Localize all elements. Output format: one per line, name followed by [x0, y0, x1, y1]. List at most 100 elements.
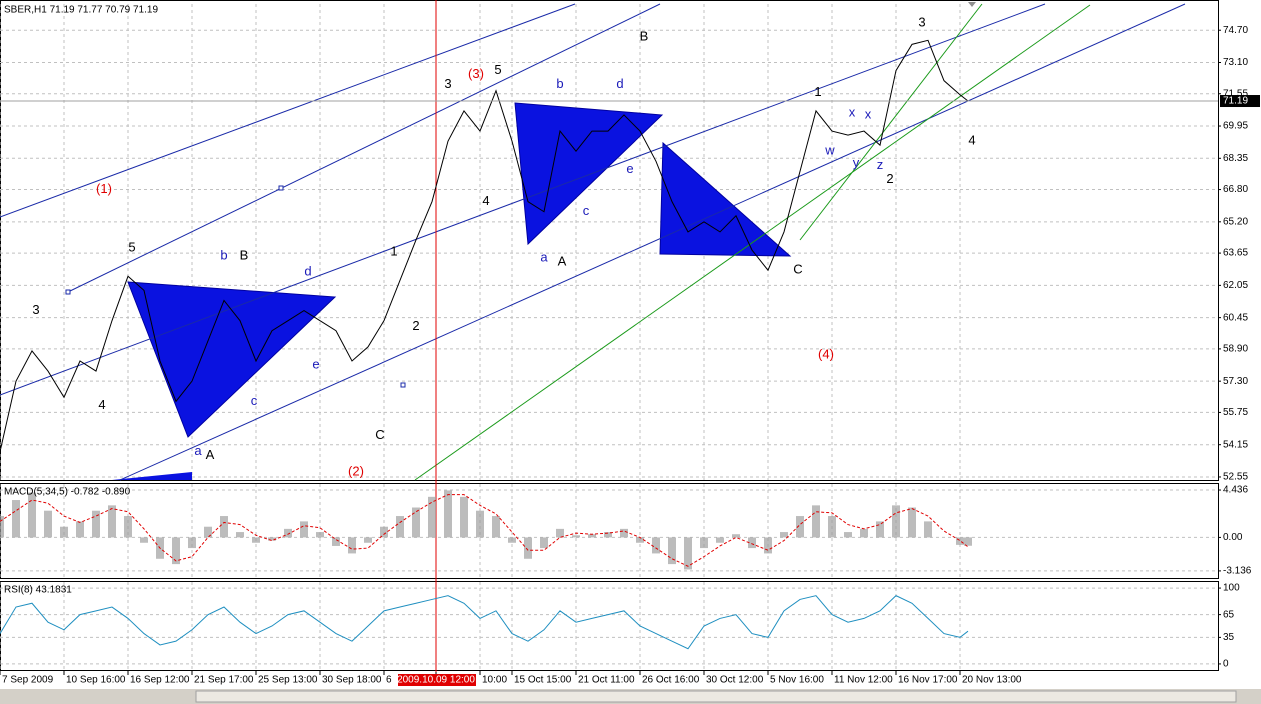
macd-bar [716, 537, 724, 543]
macd-title: MACD(5,34,5) -0.782 -0.890 [4, 487, 131, 498]
macd-signal [0, 494, 969, 567]
y-tick-label: 0.00 [1223, 532, 1243, 543]
x-tick-label: 21 Oct 11:00 [578, 675, 635, 686]
macd-bar [76, 521, 84, 538]
x-tick-label: 10 Sep 16:00 [66, 675, 126, 686]
wave-label: z [877, 157, 884, 172]
macd-bar [124, 516, 132, 538]
x-tick-label: 2009.10.09 12:00 [397, 675, 475, 686]
macd-bar [860, 528, 868, 538]
anchor-point[interactable] [65, 289, 71, 295]
channel-line-green [799, 3, 983, 241]
wave-label: 3 [918, 15, 925, 30]
macd-bar [188, 537, 196, 549]
macd-bar [364, 537, 372, 543]
macd-bar [540, 537, 548, 549]
macd-bar [316, 532, 324, 538]
wave-label: C [375, 427, 384, 442]
macd-bar [172, 537, 180, 565]
wave-label: x [849, 104, 856, 119]
wave-label: c [583, 203, 590, 218]
macd-bar [460, 496, 468, 538]
chart-title: SBER,H1 71.19 71.77 70.79 71.19 [4, 5, 158, 16]
anchor-point[interactable] [400, 382, 406, 388]
y-tick-label: 66.80 [1223, 184, 1248, 195]
x-tick-label: 16 Nov 17:00 [898, 675, 958, 686]
wave-label: 1 [390, 244, 397, 259]
macd-bar [764, 537, 772, 554]
scroll-thumb[interactable] [195, 690, 1237, 703]
y-tick-label: 52.55 [1223, 472, 1248, 483]
wave-label: d [616, 76, 623, 91]
wave-label: a [540, 250, 548, 265]
macd-bar [268, 537, 276, 541]
y-tick-label: 63.65 [1223, 248, 1248, 259]
macd-bar [380, 526, 388, 538]
wave-label: 2 [886, 171, 893, 186]
macd-bar [60, 526, 68, 538]
wave-label: 4 [98, 397, 105, 412]
y-tick-label: 4.436 [1223, 485, 1248, 496]
macd-bar [556, 528, 564, 538]
y-tick-label: 35 [1223, 632, 1235, 643]
macd-bar [412, 507, 420, 538]
x-tick-label: 16 Sep 12:00 [130, 675, 190, 686]
y-tick-label: 71.55 [1223, 88, 1248, 99]
y-tick-label: 62.05 [1223, 280, 1248, 291]
wave-label: d [304, 264, 311, 279]
wave-label: B [640, 29, 649, 44]
macd-bar [844, 532, 852, 538]
macd-bar [588, 534, 596, 538]
channel-line [0, 3, 576, 218]
macd-bar [44, 510, 52, 538]
anchor-point[interactable] [278, 185, 284, 191]
wave-label: (1) [96, 181, 112, 196]
wave-label: (2) [348, 463, 364, 478]
wave-label: 1 [814, 84, 821, 99]
y-tick-label: 60.45 [1223, 312, 1248, 323]
macd-bar [140, 537, 148, 543]
wave-label: b [556, 76, 563, 91]
wave-label: 4 [968, 133, 975, 148]
y-tick-label: 73.10 [1223, 57, 1248, 68]
macd-bar [476, 510, 484, 538]
wave-label: C [793, 262, 802, 277]
shift-marker[interactable] [968, 2, 976, 7]
macd-bar [508, 537, 516, 543]
macd-bar [908, 507, 916, 538]
x-tick-label: 20 Nov 13:00 [962, 675, 1022, 686]
y-tick-label: 54.15 [1223, 439, 1248, 450]
wave-label: x [865, 106, 872, 121]
macd-bar [604, 532, 612, 538]
wave-label: e [626, 161, 633, 176]
x-tick-label: 21 Sep 17:00 [194, 675, 254, 686]
macd-bar [0, 516, 4, 538]
y-tick-label: 68.35 [1223, 153, 1248, 164]
macd-bar [12, 500, 20, 538]
channel-line [67, 3, 661, 293]
y-tick-label: 100 [1223, 583, 1240, 594]
wave-label: a [194, 443, 202, 458]
macd-bar [700, 537, 708, 549]
x-tick-label: 26 Oct 16:00 [642, 675, 700, 686]
triangle-pattern [659, 141, 792, 257]
x-tick-label: 30 Oct 12:00 [706, 675, 764, 686]
current-price-label: 71.19 [1223, 96, 1248, 107]
x-tick-label: 6 [386, 675, 392, 686]
wave-label: A [558, 254, 567, 269]
x-tick-label: 15 Oct 15:00 [514, 675, 572, 686]
current-price-box [1220, 95, 1260, 108]
price-line [0, 39, 969, 452]
macd-bar [284, 528, 292, 538]
wave-label: 4 [482, 193, 489, 208]
macd-bar [892, 505, 900, 538]
macd-bar [924, 521, 932, 538]
x-tick-highlight [398, 674, 476, 686]
rsi-line [0, 595, 969, 650]
y-tick-label: 65.20 [1223, 216, 1248, 227]
wave-label: e [312, 356, 319, 371]
y-tick-label: 0 [1223, 659, 1229, 670]
macd-bar [956, 537, 964, 545]
wave-label: 5 [128, 239, 135, 254]
